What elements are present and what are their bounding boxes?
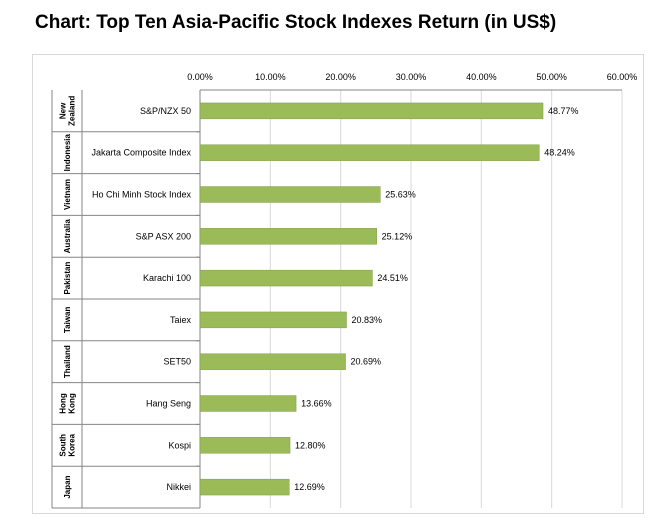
group-label-line: Australia: [63, 219, 72, 254]
category-label: Hang Seng: [146, 399, 191, 409]
group-label: SouthKorea: [59, 433, 77, 456]
group-label-line: South: [59, 434, 68, 457]
group-label-line: Taiwan: [63, 307, 72, 334]
bar: [199, 353, 346, 370]
x-tick-label: 40.00%: [466, 72, 497, 82]
data-label: 24.51%: [377, 273, 408, 283]
group-label: Indonesia: [63, 133, 72, 171]
group-label-line: Korea: [68, 433, 77, 456]
data-label: 20.69%: [351, 357, 382, 367]
group-label: Pakistan: [63, 262, 72, 295]
category-label: Karachi 100: [143, 273, 191, 283]
group-label-line: Zealand: [68, 96, 77, 126]
x-tick-label: 0.00%: [187, 72, 213, 82]
x-tick-label: 50.00%: [536, 72, 567, 82]
bar: [199, 478, 290, 496]
bar: [199, 144, 540, 161]
data-label: 20.83%: [352, 315, 383, 325]
group-label: HongKong: [59, 393, 77, 414]
data-label: 48.77%: [548, 106, 579, 116]
category-label: Nikkei: [166, 482, 191, 492]
category-label: S&P ASX 200: [136, 231, 191, 241]
group-label-line: Pakistan: [63, 262, 72, 295]
bar: [199, 437, 291, 454]
bar: [199, 102, 544, 120]
category-label: Taiex: [170, 315, 192, 325]
data-label: 13.66%: [301, 399, 332, 409]
group-label-line: New: [59, 102, 68, 119]
group-label-line: Vietnam: [63, 179, 72, 210]
page-title: Chart: Top Ten Asia-Pacific Stock Indexe…: [35, 12, 557, 33]
group-label-line: Japan: [63, 475, 72, 498]
group-label: Japan: [63, 475, 72, 498]
x-tick-label: 10.00%: [255, 72, 286, 82]
category-label: SET50: [163, 357, 191, 367]
group-label: Taiwan: [63, 307, 72, 334]
bar: [199, 228, 377, 245]
bar: [199, 311, 347, 329]
group-label: NewZealand: [59, 96, 77, 126]
x-tick-label: 60.00%: [607, 72, 638, 82]
data-label: 48.24%: [544, 148, 575, 158]
group-label-line: Hong: [59, 393, 68, 414]
group-label: Australia: [63, 219, 72, 254]
bar: [199, 269, 373, 287]
data-label: 25.12%: [382, 231, 413, 241]
data-label: 12.69%: [294, 482, 325, 492]
bar: [199, 395, 297, 412]
bar: [199, 186, 381, 203]
data-label: 25.63%: [385, 190, 416, 200]
group-label: Thailand: [63, 345, 72, 378]
data-label: 12.80%: [295, 440, 326, 450]
x-tick-label: 30.00%: [396, 72, 427, 82]
category-label: Jakarta Composite Index: [91, 148, 191, 158]
group-label: Vietnam: [63, 179, 72, 210]
group-label-line: Thailand: [63, 345, 72, 378]
category-label: Kospi: [168, 440, 191, 450]
group-label-line: Kong: [68, 393, 77, 414]
category-label: S&P/NZX 50: [140, 106, 191, 116]
x-tick-label: 20.00%: [325, 72, 356, 82]
category-label: Ho Chi Minh Stock Index: [92, 190, 192, 200]
group-label-line: Indonesia: [63, 133, 72, 171]
